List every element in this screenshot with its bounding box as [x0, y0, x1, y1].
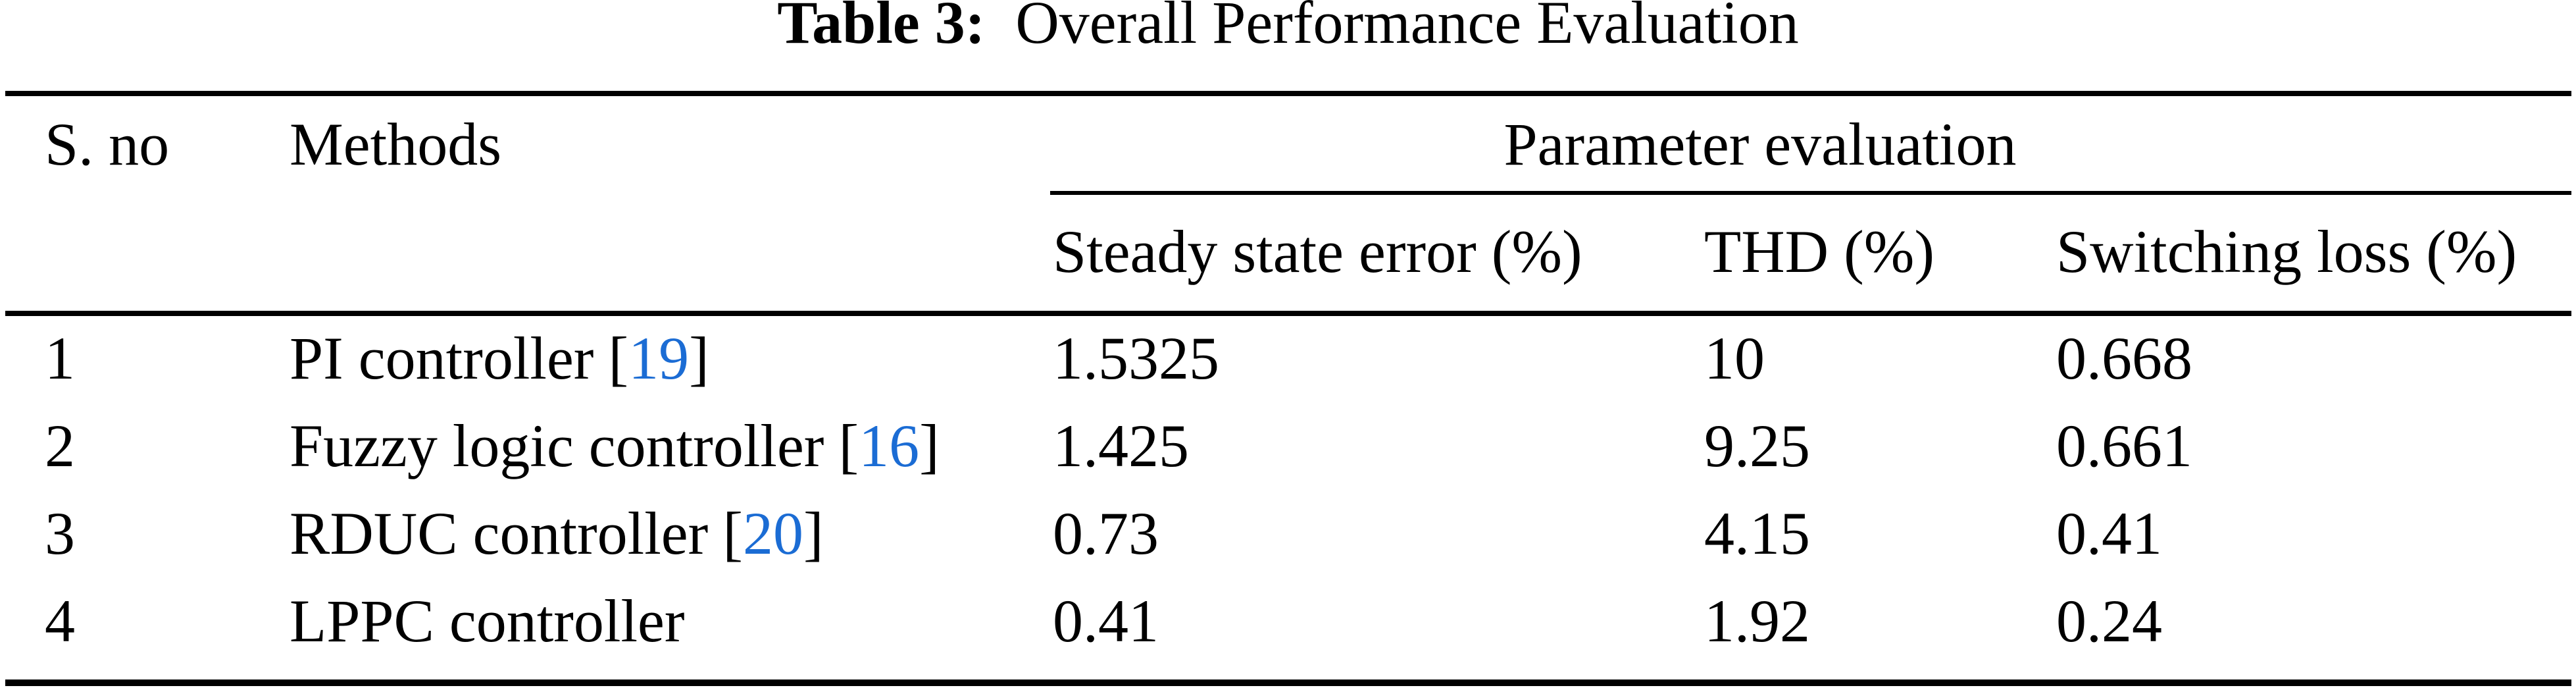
table-caption-label: Table 3:	[777, 0, 986, 56]
cell-thd: 10	[1704, 325, 1765, 392]
citation-bracket-open: [	[838, 412, 859, 479]
cell-thd: 1.92	[1704, 587, 1810, 654]
cell-switching-loss: 0.41	[2056, 500, 2162, 567]
cell-steady-state-error: 0.73	[1053, 500, 1159, 567]
col-header-switching-loss: Switching loss (%)	[2056, 218, 2517, 285]
rule-top	[5, 91, 2571, 96]
citation-bracket-close: ]	[803, 500, 824, 567]
cell-sno: 4	[45, 587, 75, 654]
cell-steady-state-error: 1.5325	[1053, 325, 1219, 392]
citation: [19]	[609, 325, 709, 392]
cell-method: LPPC controller	[290, 591, 685, 651]
col-header-methods: Methods	[290, 111, 501, 178]
col-header-thd: THD (%)	[1704, 218, 1934, 285]
citation: [16]	[839, 412, 940, 479]
method-label: PI controller	[290, 325, 594, 392]
cell-switching-loss: 0.661	[2056, 412, 2192, 479]
method-label: RDUC controller	[290, 500, 709, 567]
citation-bracket-open: [	[608, 325, 629, 392]
rule-bottom	[5, 679, 2571, 686]
cell-method: Fuzzy logic controller [16]	[290, 415, 940, 476]
cell-thd: 9.25	[1704, 412, 1810, 479]
citation: [20]	[722, 500, 823, 567]
cell-sno: 2	[45, 412, 75, 479]
rule-under-param-group	[1050, 191, 2571, 195]
citation-bracket-close: ]	[689, 325, 709, 392]
col-header-steady-state-error: Steady state error (%)	[1053, 218, 1582, 285]
col-header-parameter-evaluation: Parameter evaluation	[1503, 111, 2017, 178]
citation-link[interactable]: 19	[628, 325, 690, 392]
citation-link[interactable]: 20	[742, 500, 803, 567]
method-label: LPPC controller	[290, 587, 685, 654]
citation-link[interactable]: 16	[859, 412, 920, 479]
cell-steady-state-error: 1.425	[1053, 412, 1189, 479]
cell-method: PI controller [19]	[290, 328, 709, 388]
cell-thd: 4.15	[1704, 500, 1810, 567]
cell-sno: 3	[45, 500, 75, 567]
cell-switching-loss: 0.24	[2056, 587, 2162, 654]
cell-method: RDUC controller [20]	[290, 503, 824, 564]
method-label: Fuzzy logic controller	[290, 412, 824, 479]
col-header-sno: S. no	[45, 111, 170, 178]
table-caption: Table 3: Overall Performance Evaluation	[0, 0, 2576, 53]
cell-sno: 1	[45, 325, 75, 392]
cell-steady-state-error: 0.41	[1053, 587, 1159, 654]
citation-bracket-open: [	[722, 500, 743, 567]
cell-switching-loss: 0.668	[2056, 325, 2192, 392]
citation-bracket-close: ]	[919, 412, 940, 479]
table-caption-title: Overall Performance Evaluation	[1015, 0, 1799, 56]
rule-under-header	[5, 311, 2571, 316]
